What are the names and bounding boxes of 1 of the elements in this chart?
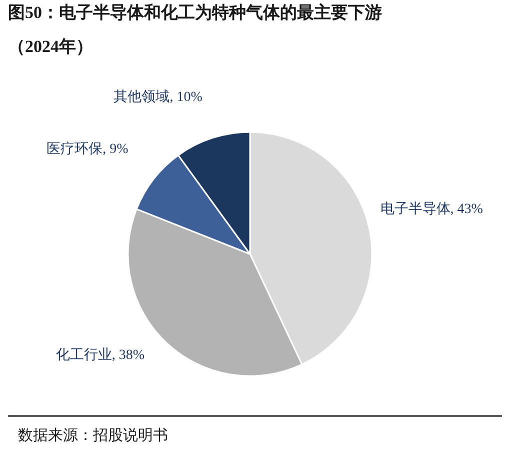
title: 图50：电子半导体和化工为特种气体的最主要下游（2024年） — [8, 3, 382, 56]
